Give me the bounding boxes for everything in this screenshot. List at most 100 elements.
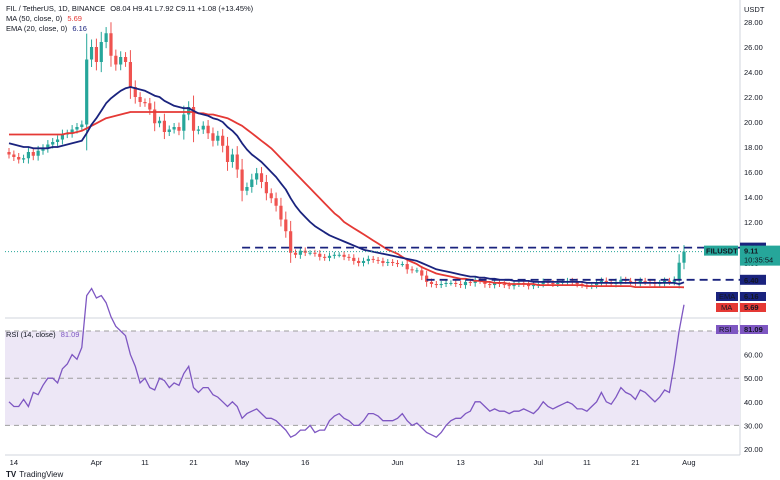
candle-body <box>527 284 531 287</box>
candle-body <box>250 179 254 187</box>
candle-body <box>264 182 268 194</box>
candle-body <box>342 254 346 257</box>
price-tick-label: 14.00 <box>744 193 763 202</box>
candle-body <box>298 250 302 255</box>
candle-body <box>318 253 322 257</box>
candle-body <box>206 125 210 134</box>
candle-body <box>541 281 545 284</box>
candle-body <box>182 114 186 131</box>
candle-body <box>439 284 443 286</box>
candle-body <box>269 193 273 199</box>
time-axis-label: 13 <box>456 458 464 467</box>
candle-body <box>376 259 380 261</box>
candle-body <box>167 129 171 132</box>
rsi-tag-label-bg <box>716 325 738 334</box>
ma-legend-value: 5.69 <box>67 14 82 23</box>
tradingview-logo-icon: TV <box>6 470 17 479</box>
ema-legend-label: EMA (20, close, 0) <box>6 24 68 33</box>
candle-body <box>454 282 458 284</box>
tradingview-brand[interactable]: TV TradingView <box>6 470 63 479</box>
candle-body <box>366 258 370 261</box>
candle-body <box>225 145 230 162</box>
candle-body <box>172 127 176 130</box>
rsi-tick-label: 50.00 <box>744 374 763 383</box>
candle-body <box>221 135 225 146</box>
candle-body <box>7 152 11 155</box>
ma-tag-label-bg <box>716 303 738 312</box>
ema-legend-value: 6.16 <box>72 24 87 33</box>
candle-body <box>46 144 50 149</box>
rsi-legend[interactable]: RSI (14, close) 81.09 <box>6 330 79 340</box>
ohlc-values: O8.04 H9.41 L7.92 C9.11 +1.08 (+13.45%) <box>110 4 254 13</box>
candle-body <box>284 219 288 232</box>
time-axis-label: 16 <box>301 458 309 467</box>
candle-body <box>143 102 147 104</box>
candle-body <box>337 254 341 256</box>
rsi-tick-label: 20.00 <box>744 445 763 454</box>
candle-body <box>17 157 21 160</box>
candle-body <box>109 33 113 56</box>
candle-body <box>162 120 166 132</box>
candle-body <box>177 127 181 131</box>
candle-body <box>133 87 137 97</box>
rsi-tick-label: 30.00 <box>744 421 763 430</box>
candle-body <box>60 134 65 140</box>
candle-body <box>361 260 366 263</box>
price-tick-label: 28.00 <box>744 18 763 27</box>
ma50-line <box>9 111 685 289</box>
candle-body <box>395 263 400 265</box>
symbol-tag: FILUSDT <box>706 247 738 256</box>
candle-body <box>255 173 259 180</box>
candle-body <box>211 133 215 141</box>
candle-body <box>682 251 686 263</box>
candle-body <box>332 254 336 256</box>
ema-tag-value: 6.16 <box>744 292 759 301</box>
price-tick-label: 16.00 <box>744 168 763 177</box>
candle-body <box>352 257 356 261</box>
candle-body <box>347 256 351 258</box>
candle-body <box>148 103 152 110</box>
candle-body <box>677 262 681 280</box>
candle-body <box>123 57 128 62</box>
candle-body <box>594 282 599 286</box>
price-tick-label: 20.00 <box>744 118 763 127</box>
candle-body <box>21 158 26 160</box>
candle-body <box>70 129 74 134</box>
time-axis-label: Jun <box>391 458 403 467</box>
candle-body <box>604 280 608 283</box>
candle-body <box>94 47 99 62</box>
candle-body <box>36 150 40 156</box>
candle-body <box>405 264 409 270</box>
symbol-label: FIL / TetherUS, 1D, BINANCE <box>6 4 106 13</box>
candle-body <box>371 258 375 260</box>
candle-body <box>599 280 604 283</box>
rsi-tag-value-bg <box>740 325 768 334</box>
candle-body <box>89 47 94 60</box>
ema-legend[interactable]: EMA (20, close, 0) 6.16 <box>6 24 87 34</box>
ma-tag-label: MA <box>721 303 732 312</box>
candle-body <box>245 187 249 191</box>
candle-body <box>507 285 511 287</box>
candle-body <box>643 280 647 282</box>
ma-legend[interactable]: MA (50, close, 0) 5.69 <box>6 14 82 24</box>
candle-body <box>386 261 390 263</box>
rsi-tag-value: 81.09 <box>744 325 763 334</box>
rsi-legend-value: 81.09 <box>60 330 80 339</box>
candle-body <box>201 125 205 130</box>
candle-body <box>434 284 438 286</box>
candle-body <box>279 205 283 220</box>
candle-body <box>293 252 298 255</box>
candle-body <box>381 260 385 263</box>
candle-body <box>667 280 672 282</box>
time-axis-label: 11 <box>583 458 591 467</box>
currency-label: USDT <box>744 5 765 14</box>
time-axis-label: Jul <box>534 458 544 467</box>
candle-body <box>55 139 60 142</box>
candle-body <box>425 275 429 282</box>
candle-body <box>80 124 84 127</box>
candle-body <box>216 135 220 141</box>
rsi-tick-label: 60.00 <box>744 351 763 360</box>
time-axis-label: Aug <box>682 458 695 467</box>
candle-body <box>463 281 468 286</box>
